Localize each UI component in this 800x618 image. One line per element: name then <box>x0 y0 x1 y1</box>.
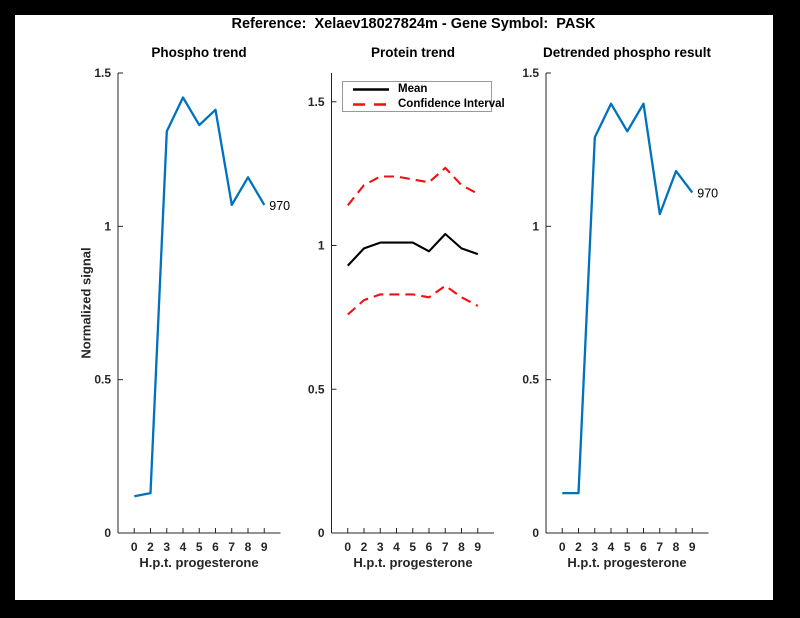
y-tick-label: 1 <box>532 219 539 233</box>
subplot3-title: Detrended phospho result <box>542 45 711 60</box>
x-tick-label: 2 <box>575 540 582 554</box>
legend-label-confidence-interval: Confidence Interval <box>398 98 505 110</box>
y-tick-label: 0.5 <box>308 382 325 396</box>
x-tick-label: 5 <box>409 540 416 554</box>
y-tick-label: 0.5 <box>94 373 111 387</box>
subplot1-title: Phospho trend <box>151 45 247 60</box>
x-tick-label: 0 <box>131 540 138 554</box>
y-tick-label: 0 <box>104 526 111 540</box>
x-tick-label: 7 <box>228 540 235 554</box>
y-tick-label: 1 <box>104 219 111 233</box>
detrended-phospho-signal-line <box>562 102 694 495</box>
y-tick-label: 1.5 <box>94 66 111 80</box>
x-tick-label: 4 <box>608 540 615 554</box>
subplot2-title: Protein trend <box>370 45 455 60</box>
x-tick-label: 4 <box>393 540 400 554</box>
y-tick-label: 1 <box>318 239 325 253</box>
x-tick-label: 5 <box>196 540 203 554</box>
y-tick-label: 0 <box>532 526 539 540</box>
confidence-interval-dashed-swatch-icon <box>353 102 389 106</box>
x-tick-label: 8 <box>458 540 465 554</box>
x-tick-label: 3 <box>377 540 384 554</box>
subplot3-x-axis-label: H.p.t. progesterone <box>567 555 687 570</box>
legend-row-confidence-interval: Confidence Interval <box>352 98 505 111</box>
confidence-upper-line <box>346 166 479 206</box>
end-point-annotation: 970 <box>269 199 290 213</box>
legend-row-mean: Mean <box>352 83 491 96</box>
figure-title: Reference: Xelaev18027824m - Gene Symbol… <box>231 16 596 32</box>
x-tick-label: 9 <box>261 540 268 554</box>
x-tick-label: 9 <box>474 540 481 554</box>
mean-line-swatch-icon <box>353 87 389 91</box>
figure-canvas <box>15 15 773 600</box>
legend: Mean Confidence Interval <box>342 81 505 112</box>
subplot2-x-axis-label: H.p.t. progesterone <box>353 555 473 570</box>
x-tick-label: 7 <box>442 540 449 554</box>
y-tick-label: 1.5 <box>308 95 325 109</box>
end-point-annotation: 970 <box>697 187 718 201</box>
confidence-lower-line <box>347 284 479 316</box>
x-tick-label: 0 <box>344 540 351 554</box>
x-tick-label: 4 <box>180 540 187 554</box>
mean-line <box>347 232 479 267</box>
x-tick-label: 6 <box>426 540 433 554</box>
legend-label-mean: Mean <box>398 83 428 95</box>
x-tick-label: 6 <box>640 540 647 554</box>
x-tick-label: 8 <box>673 540 680 554</box>
x-tick-label: 5 <box>624 540 631 554</box>
x-tick-label: 7 <box>656 540 663 554</box>
x-tick-label: 9 <box>689 540 696 554</box>
x-tick-label: 0 <box>559 540 566 554</box>
subplot-2: 0 2 3 4 5 6 7 8 900.511.5 <box>308 73 494 554</box>
y-tick-label: 0 <box>318 526 325 540</box>
x-tick-label: 3 <box>163 540 170 554</box>
phospho-signal-line <box>134 96 266 498</box>
y-tick-label: 1.5 <box>522 66 539 80</box>
y-tick-label: 0.5 <box>522 373 539 387</box>
x-tick-label: 8 <box>245 540 252 554</box>
x-tick-label: 2 <box>147 540 154 554</box>
x-tick-label: 2 <box>361 540 368 554</box>
subplot1-x-axis-label: H.p.t. progesterone <box>139 555 259 570</box>
x-tick-label: 3 <box>591 540 598 554</box>
x-tick-label: 6 <box>212 540 219 554</box>
